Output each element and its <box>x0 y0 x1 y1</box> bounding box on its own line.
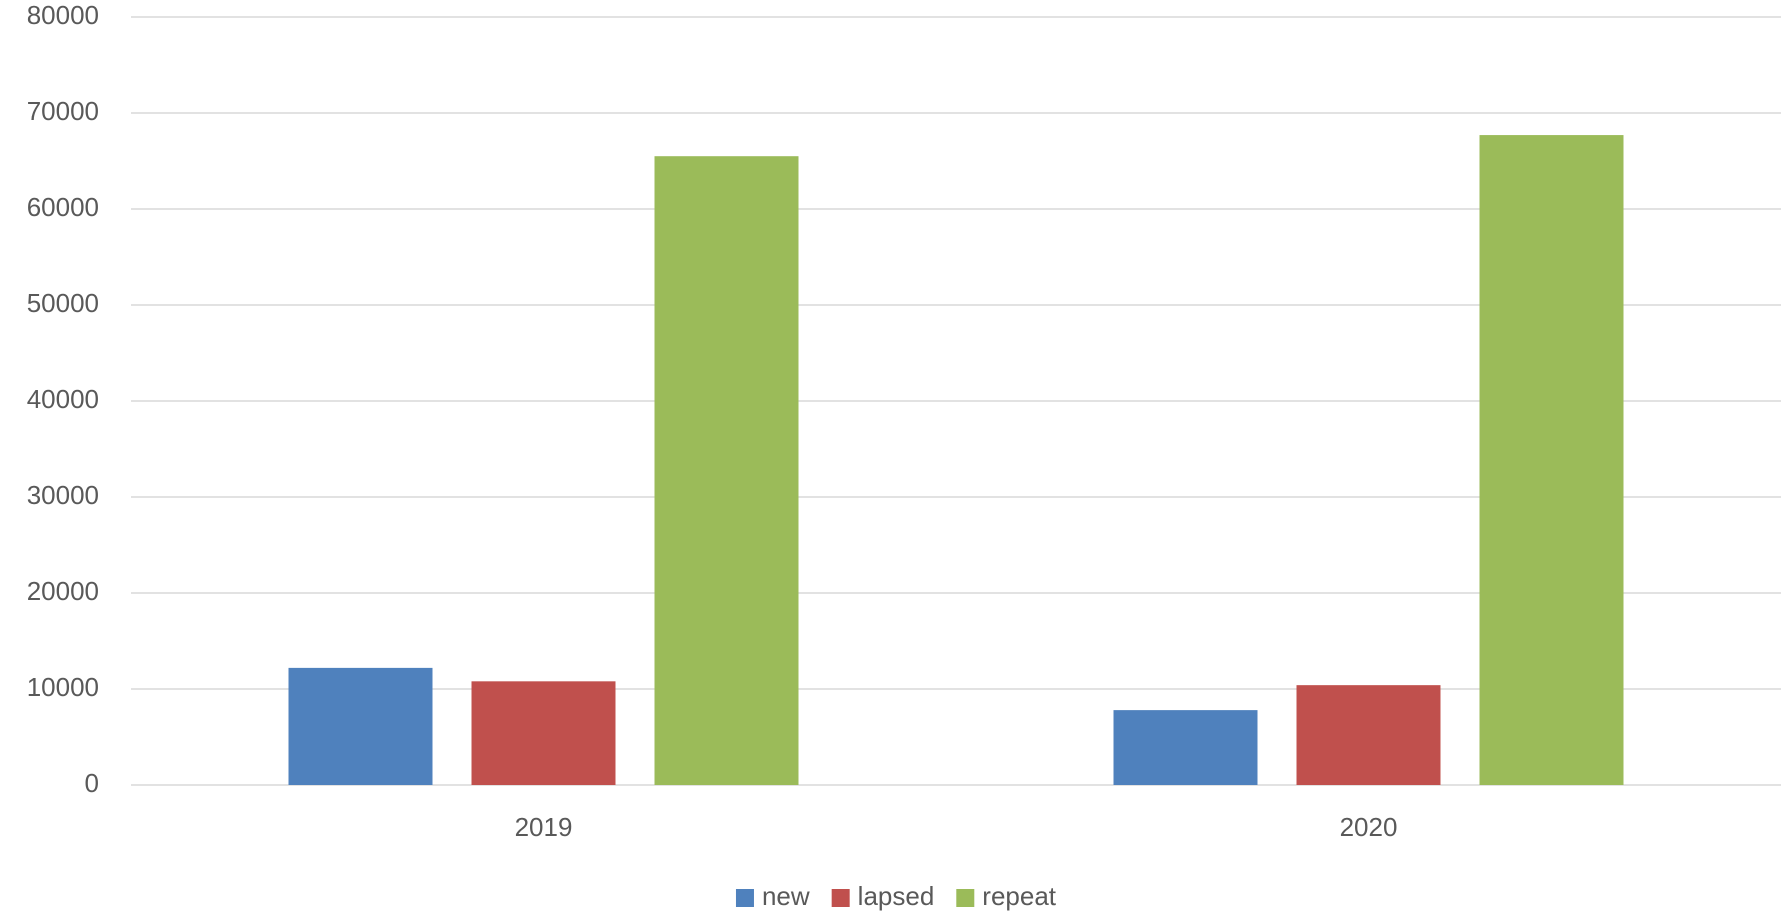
bar <box>654 156 799 785</box>
bar <box>288 667 433 785</box>
legend-swatch <box>956 889 975 907</box>
y-tick-label: 60000 <box>27 192 99 222</box>
y-tick-label: 10000 <box>27 672 99 702</box>
bar <box>471 681 616 785</box>
legend-label: lapsed <box>858 881 935 911</box>
bar <box>1113 710 1258 785</box>
legend-swatch <box>735 889 754 907</box>
y-tick-label: 50000 <box>27 288 99 318</box>
bar <box>1479 135 1624 785</box>
y-tick-label: 20000 <box>27 576 99 606</box>
x-tick-label: 2020 <box>1340 812 1398 842</box>
y-tick-label: 0 <box>85 768 99 798</box>
y-tick-label: 40000 <box>27 384 99 414</box>
bar <box>1296 685 1441 785</box>
y-tick-label: 70000 <box>27 96 99 126</box>
x-tick-label: 2019 <box>515 812 573 842</box>
legend-label: new <box>762 881 810 911</box>
legend-swatch <box>831 889 850 907</box>
y-tick-label: 80000 <box>27 0 99 30</box>
y-tick-label: 30000 <box>27 480 99 510</box>
legend-label: repeat <box>982 881 1056 911</box>
